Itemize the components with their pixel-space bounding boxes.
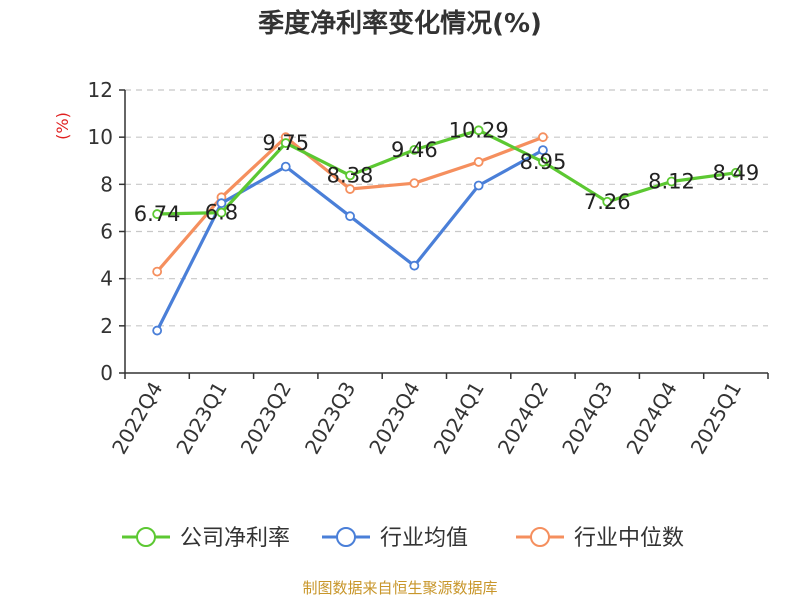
series-line-0 xyxy=(155,128,738,216)
data-point-0 xyxy=(730,167,741,178)
x-tick-label: 2023Q3 xyxy=(300,378,360,459)
x-tick-label: 2024Q2 xyxy=(493,378,553,459)
legend-label: 行业均值 xyxy=(380,526,468,551)
x-tick-label: 2024Q1 xyxy=(429,378,489,459)
data-point-0 xyxy=(216,207,227,218)
data-label: 8.12 xyxy=(648,170,695,194)
data-point-1 xyxy=(152,325,163,336)
data-label: 9.75 xyxy=(262,131,309,155)
data-point-0 xyxy=(345,170,355,181)
data-label: 10.29 xyxy=(449,118,509,142)
x-tick-label: 2023Q2 xyxy=(236,378,296,459)
y-tick-label: 6 xyxy=(100,220,113,244)
legend-marker xyxy=(530,527,550,547)
y-tick-label: 2 xyxy=(100,314,113,338)
source-note: 制图数据来自恒生聚源数据库 xyxy=(302,579,497,597)
data-point-2 xyxy=(152,266,163,277)
x-tick-label: 2025Q1 xyxy=(686,378,746,459)
data-point-1 xyxy=(538,145,548,156)
legend-label: 公司净利率 xyxy=(180,526,290,551)
data-label: 8.95 xyxy=(520,150,567,174)
data-label: 7.26 xyxy=(584,190,631,214)
x-tick-label: 2023Q4 xyxy=(364,378,424,459)
data-point-2 xyxy=(473,157,484,167)
data-label: 8.38 xyxy=(327,163,374,187)
data-label: 8.49 xyxy=(712,161,759,185)
data-label: 9.46 xyxy=(391,138,438,162)
y-tick-label: 4 xyxy=(100,267,113,291)
data-point-0 xyxy=(152,209,163,219)
y-axis-unit: (%) xyxy=(53,112,72,140)
chart-title: 季度净利率变化情况(%) xyxy=(258,8,542,39)
x-tick-label: 2024Q3 xyxy=(557,378,617,459)
data-point-0 xyxy=(473,125,484,136)
y-tick-label: 0 xyxy=(100,361,113,385)
data-point-0 xyxy=(666,176,677,187)
data-label: 6.8 xyxy=(205,201,238,225)
data-label: 6.74 xyxy=(134,202,181,226)
series-lines xyxy=(152,125,741,336)
legend: 公司净利率 行业均值 行业中位数 xyxy=(122,526,684,551)
data-labels: 6.74 6.8 9.75 8.38 9.46 10.29 8.95 7.26 8.12 8.49 xyxy=(134,118,759,226)
data-point-2 xyxy=(409,178,420,189)
data-point-2 xyxy=(538,132,548,143)
data-point-1 xyxy=(345,211,355,222)
legend-marker xyxy=(136,527,156,547)
data-point-2 xyxy=(345,184,355,194)
data-point-1 xyxy=(216,198,227,209)
data-point-0 xyxy=(538,157,548,167)
legend-label: 行业中位数 xyxy=(574,526,684,551)
data-point-0 xyxy=(602,196,613,207)
x-tick-label: 2022Q4 xyxy=(107,378,167,459)
data-point-1 xyxy=(473,180,484,191)
data-point-0 xyxy=(280,138,291,148)
grid-lines xyxy=(125,89,768,327)
data-point-0 xyxy=(409,145,420,155)
y-tick-label: 12 xyxy=(88,78,113,102)
y-tick-label: 10 xyxy=(88,125,113,149)
data-point-1 xyxy=(409,260,420,271)
data-point-1 xyxy=(280,161,291,172)
x-tick-label: 2024Q4 xyxy=(621,378,681,459)
legend-marker xyxy=(336,527,356,547)
y-tick-label: 8 xyxy=(100,172,113,196)
x-tick-label: 2023Q1 xyxy=(171,378,231,459)
